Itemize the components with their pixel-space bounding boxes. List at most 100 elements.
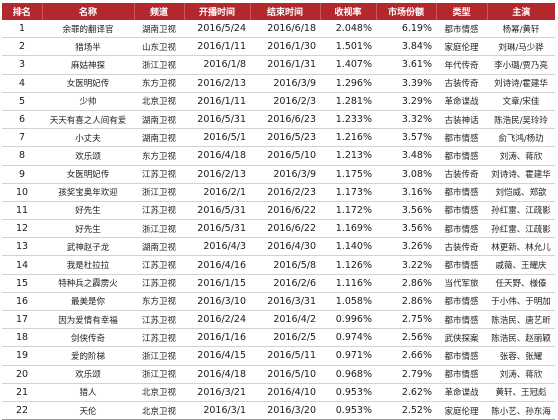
header-channel: 频道: [134, 3, 185, 20]
cell-channel: 北京卫视: [134, 383, 184, 402]
cell-rating: 1.213%: [320, 146, 376, 166]
cell-end-date: 2016/2/6: [250, 274, 320, 293]
cell-genre: 都市情感: [436, 201, 487, 221]
cell-start-date: 2016/5/24: [184, 20, 250, 39]
cell-cast: 刘诗诗、霍建华: [487, 165, 555, 184]
cell-start-date: 2016/2/13: [184, 74, 250, 93]
cell-end-date: 2016/6/18: [250, 20, 320, 39]
cell-cast: 戚薇、王耀庆: [487, 255, 555, 275]
cell-cast: 陈小艺、孙东海: [487, 401, 555, 420]
cell-rating: 1.126%: [320, 255, 376, 275]
table-row: 15 特种兵之霹雳火 江苏卫视 2016/1/15 2016/2/6 1.116% 2.86…: [2, 274, 555, 293]
cell-rating: 0.996%: [320, 310, 376, 330]
cell-cast: 刘恺威、郑歆: [487, 183, 555, 202]
cell-channel: 东方卫视: [134, 292, 184, 312]
cell-end-date: 2016/6/22: [250, 219, 320, 239]
header-rating: 收视率: [320, 3, 377, 20]
cell-market-share: 2.66%: [376, 346, 436, 366]
table-row: 1 余罪的翻译官 湖南卫视 2016/5/24 2016/6/18 2.048% 6.19%…: [2, 20, 555, 39]
cell-rank: 21: [2, 383, 42, 402]
cell-cast: 陈浩民、唐艺昕: [487, 310, 555, 330]
cell-genre: 革命谍战: [436, 92, 487, 111]
cell-cast: 林更新、林允儿: [487, 237, 555, 257]
cell-rating: 1.175%: [320, 165, 376, 184]
cell-cast: 任天野、様傣: [487, 274, 555, 293]
cell-channel: 北京卫视: [134, 401, 184, 420]
cell-cast: 俞飞鸿/杨玏: [487, 128, 555, 148]
cell-rating: 1.140%: [320, 237, 376, 257]
cell-rating: 1.296%: [320, 74, 376, 93]
table-row: 12 好先生 浙江卫视 2016/5/31 2016/6/22 1.169% 3.56% 都市…: [2, 219, 555, 239]
cell-rank: 15: [2, 274, 42, 293]
cell-market-share: 2.79%: [376, 365, 436, 384]
cell-cast: 李小璐/贾乃亮: [487, 55, 555, 75]
cell-genre: 家庭伦理: [436, 401, 487, 420]
cell-cast: 刘琳/马少骅: [487, 37, 555, 57]
cell-genre: 当代军旅: [436, 274, 487, 293]
cell-rating: 1.173%: [320, 183, 376, 202]
cell-market-share: 3.56%: [376, 219, 436, 239]
cell-start-date: 2016/2/1: [184, 183, 250, 202]
table-row: 10 孩奖宝奥年欢迎 浙江卫视 2016/2/1 2016/2/23 1.173% 3.16…: [2, 183, 555, 202]
cell-channel: 浙江卫视: [134, 183, 184, 202]
cell-start-date: 2016/4/16: [184, 255, 250, 275]
cell-end-date: 2016/3/9: [250, 74, 320, 93]
cell-cast: 刘诗诗/霍建华: [487, 74, 555, 93]
cell-market-share: 3.16%: [376, 183, 436, 202]
cell-rank: 1: [2, 20, 42, 39]
table-row: 13 武神赵子龙 湖南卫视 2016/4/3 2016/4/30 1.140% 3.26% 古…: [2, 237, 555, 257]
cell-market-share: 3.22%: [376, 255, 436, 275]
table-row: 2 猎场半 山东卫视 2016/1/11 2016/1/30 1.501% 3.84% 家庭伦…: [2, 37, 555, 57]
cell-start-date: 2016/5/1: [184, 128, 250, 148]
cell-start-date: 2016/1/11: [184, 92, 250, 111]
cell-market-share: 2.75%: [376, 310, 436, 330]
cell-market-share: 3.61%: [376, 55, 436, 75]
cell-cast: 刘涛、蒋欣: [487, 365, 555, 384]
cell-start-date: 2016/5/31: [184, 201, 250, 221]
cell-rating: 0.953%: [320, 383, 376, 402]
table-row: 7 小丈夫 湖南卫视 2016/5/1 2016/5/23 1.216% 3.57% 都市情感…: [2, 128, 555, 148]
cell-rank: 3: [2, 55, 42, 75]
cell-name: 爱的阶梯: [42, 346, 134, 366]
cell-name: 好先生: [42, 219, 134, 239]
cell-channel: 江苏卫视: [134, 328, 184, 348]
table-header-row: 排名 名称 频道 开播时间 结束时间 收视率 市场份额 类型 主演: [2, 3, 555, 20]
cell-rating: 1.169%: [320, 219, 376, 239]
cell-end-date: 2016/3/20: [250, 401, 320, 420]
cell-end-date: 2016/4/10: [250, 383, 320, 402]
cell-rating: 1.216%: [320, 128, 376, 148]
cell-genre: 古装神话: [436, 110, 487, 130]
cell-market-share: 3.32%: [376, 110, 436, 130]
cell-end-date: 2016/5/10: [250, 365, 320, 384]
cell-rating: 1.058%: [320, 292, 376, 312]
table-row: 17 因为爱情有幸福 江苏卫视 2016/2/24 2016/4/2 0.996% 2.75…: [2, 310, 555, 330]
cell-rating: 1.233%: [320, 110, 376, 130]
cell-start-date: 2016/1/16: [184, 328, 250, 348]
cell-start-date: 2016/4/3: [184, 237, 250, 257]
cell-market-share: 2.86%: [376, 292, 436, 312]
cell-market-share: 2.86%: [376, 274, 436, 293]
table-row: 3 麻姑神探 浙江卫视 2016/1/8 2016/1/31 1.407% 3.61% 年代传…: [2, 55, 555, 75]
cell-genre: 都市情感: [436, 20, 487, 39]
cell-rating: 1.407%: [320, 55, 376, 75]
cell-market-share: 3.39%: [376, 74, 436, 93]
cell-rank: 13: [2, 237, 42, 257]
cell-market-share: 6.19%: [376, 20, 436, 39]
cell-market-share: 3.48%: [376, 146, 436, 166]
cell-end-date: 2016/2/5: [250, 328, 320, 348]
table-row: 9 女医明妃传 江苏卫视 2016/2/13 2016/3/9 1.175% 3.08% 古装…: [2, 165, 555, 184]
cell-rank: 2: [2, 37, 42, 57]
cell-end-date: 2016/1/30: [250, 37, 320, 57]
cell-rating: 0.953%: [320, 401, 376, 420]
cell-name: 最美是你: [42, 292, 134, 312]
cell-rank: 5: [2, 92, 42, 111]
cell-market-share: 2.62%: [376, 383, 436, 402]
cell-channel: 东方卫视: [134, 74, 184, 93]
cell-end-date: 2016/2/3: [250, 92, 320, 111]
table-row: 22 天伦 北京卫视 2016/3/1 2016/3/20 0.953% 2.52% 家庭伦理…: [2, 401, 555, 420]
cell-genre: 古装传奇: [436, 74, 487, 93]
cell-genre: 年代传奇: [436, 55, 487, 75]
cell-channel: 湖南卫视: [134, 237, 184, 257]
cell-rating: 0.971%: [320, 346, 376, 366]
cell-cast: 孙红雷、江疏影: [487, 201, 555, 221]
